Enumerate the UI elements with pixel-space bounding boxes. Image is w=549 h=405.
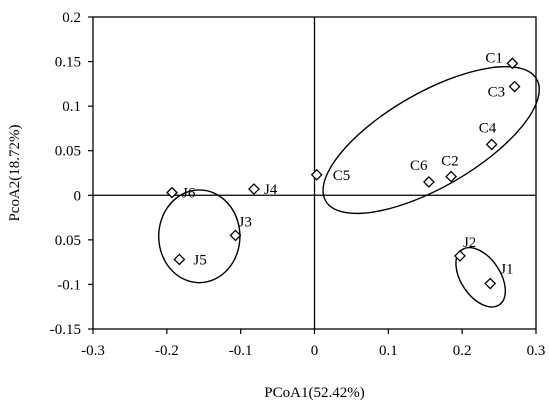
x-tick-label: 0.2 (453, 343, 472, 359)
y-tick-label: 0.05 (55, 144, 81, 160)
point-label-j1: J1 (500, 262, 513, 278)
y-tick-label: 0.15 (55, 55, 81, 71)
y-axis-title: PcoA2(18.72%) (7, 124, 23, 221)
x-tick-label: -0.3 (81, 343, 105, 359)
data-points: C1 C3 C4 C2 C6 C5 J4 J6 J3 J5 J2 J1 (166, 50, 521, 290)
point-marker-j4 (248, 183, 260, 195)
y-tick-label: -0.1 (57, 277, 81, 293)
point-marker-c1 (506, 57, 519, 70)
point-label-j5: J5 (193, 252, 206, 268)
y-tick-label: 0.2 (62, 10, 81, 26)
point-marker-c3 (508, 80, 521, 93)
group-ellipses (158, 65, 540, 308)
point-marker-j5 (173, 253, 186, 266)
x-axis-title: PCoA1(52.42%) (264, 385, 364, 401)
point-marker-c5 (310, 168, 323, 181)
point-label-j3: J3 (238, 214, 251, 230)
y-tick-label: 0.1 (62, 99, 81, 115)
point-label-j6: J6 (182, 186, 196, 202)
x-tick-label: -0.1 (229, 343, 253, 359)
point-label-c5: C5 (333, 168, 351, 184)
group-ellipse (158, 189, 241, 284)
y-tick-label: -0.15 (50, 322, 81, 338)
x-tick-label: 0 (311, 343, 319, 359)
axis-ticks: -0.3 -0.2 -0.1 0 0.1 0.2 0.3 -0.15 -0.1 0.05 0 0.05… (50, 10, 546, 359)
x-tick-label: 0.1 (379, 343, 398, 359)
point-label-c3: C3 (488, 85, 506, 101)
point-marker-j6 (166, 186, 178, 199)
point-marker-j2 (454, 249, 466, 262)
point-marker-j1 (484, 277, 497, 290)
group-ellipse (455, 246, 507, 308)
point-marker-c6 (423, 175, 435, 188)
point-label-c4: C4 (479, 120, 497, 136)
point-label-j4: J4 (264, 182, 278, 198)
group-ellipse (322, 65, 540, 215)
point-marker-c4 (485, 138, 498, 151)
point-label-c1: C1 (485, 50, 503, 66)
x-tick-label: -0.2 (155, 343, 179, 359)
point-marker-j3 (229, 229, 242, 242)
point-label-j2: J2 (463, 235, 476, 251)
point-label-c2: C2 (441, 154, 459, 170)
y-tick-label: 0.05 (55, 233, 81, 249)
y-tick-label: 0 (74, 188, 82, 204)
point-label-c6: C6 (410, 158, 428, 174)
x-tick-label: 0.3 (527, 343, 546, 359)
point-marker-c2 (445, 170, 458, 183)
